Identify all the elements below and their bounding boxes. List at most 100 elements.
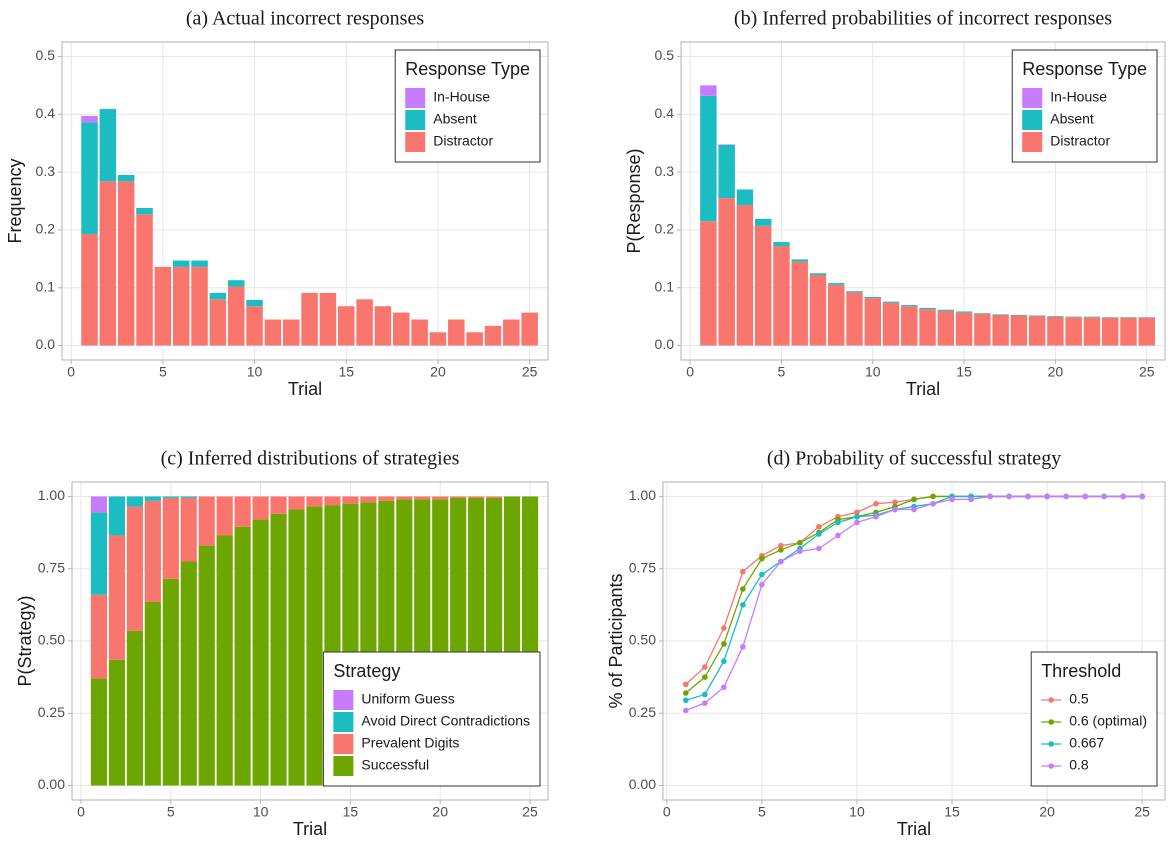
point [854, 519, 860, 526]
bar-segment [718, 144, 735, 199]
plot-border [662, 481, 1166, 801]
y-tick-label: 0.2 [36, 221, 56, 237]
legend-box [322, 651, 541, 787]
bar-segment [754, 225, 772, 346]
panel-title: (b) Inferred probabilities of incorrect … [734, 8, 1112, 30]
bar-segment [198, 496, 215, 546]
point [721, 641, 727, 647]
bar-segment [846, 291, 863, 293]
point [740, 643, 746, 650]
point [778, 542, 784, 549]
bar-segment [1028, 316, 1046, 346]
bar-segment [955, 311, 973, 313]
bar-segment [901, 306, 918, 346]
bar-segment [864, 298, 881, 346]
bar-segment [393, 312, 410, 346]
legend-label: Uniform Guess [361, 691, 454, 707]
x-axis-title: Trial [288, 379, 322, 399]
point [873, 513, 879, 520]
bar-segment [144, 601, 161, 786]
point [1101, 493, 1107, 500]
x-tick-label: 10 [849, 804, 865, 820]
x-tick-label: 0 [686, 364, 694, 380]
bar-segment [718, 198, 735, 346]
bar-segment [919, 307, 936, 310]
legend-title: Response Type [405, 59, 530, 79]
bar-segment [992, 314, 1009, 315]
legend-key [405, 110, 426, 130]
x-tick-label: 20 [430, 364, 446, 380]
x-tick-label: 5 [167, 804, 175, 820]
bar-segment [319, 292, 337, 346]
y-tick-label: 0.4 [655, 105, 675, 121]
bar-segment [264, 319, 282, 346]
bar-segment [90, 594, 108, 679]
bar-segment [209, 299, 227, 346]
bar-segment [1101, 317, 1119, 318]
bar-segment [81, 122, 98, 234]
x-tick-label: 25 [522, 364, 538, 380]
bar-segment [521, 312, 538, 346]
legend-label: 0.8 [1069, 757, 1089, 773]
point [1044, 493, 1050, 500]
bar-segment [338, 306, 355, 346]
bar-segment [252, 496, 269, 520]
y-tick-label: 0.50 [38, 632, 65, 648]
bar-segment [468, 496, 485, 498]
bar-segment [342, 496, 359, 504]
point [797, 539, 803, 546]
panel: (d) Probability of successful strategy Tr… [606, 448, 1166, 839]
point [987, 493, 993, 500]
legend-label: Distractor [433, 133, 493, 149]
bar-segment [864, 296, 881, 299]
y-tick-label: 0.25 [629, 704, 656, 720]
bar-segment [448, 319, 465, 346]
bar-segment [503, 319, 520, 346]
bar-segment [108, 535, 125, 660]
legend-title: Threshold [1041, 661, 1121, 681]
bar-segment [117, 174, 135, 182]
bar-segment [90, 678, 108, 786]
panel: (a) Actual incorrect responses Trial Frequ… [5, 8, 549, 399]
y-axis-title: Frequency [5, 158, 25, 243]
point [816, 545, 822, 552]
y-tick-label: 0.0 [36, 336, 56, 352]
bar-segment [180, 497, 197, 562]
bar-segment [1120, 317, 1137, 318]
plot-border [61, 41, 549, 361]
plot-border [71, 481, 549, 801]
bar-segment [227, 280, 245, 287]
bar-segment [126, 506, 143, 631]
point [1006, 493, 1012, 500]
y-tick-label: 0.0 [655, 336, 675, 352]
point [702, 700, 708, 706]
y-tick-label: 0.75 [629, 559, 656, 575]
bar-segment [227, 286, 245, 346]
point [740, 568, 746, 575]
bar-segment [882, 302, 900, 346]
bar-segment [324, 496, 341, 506]
point [759, 555, 765, 562]
bar-segment [791, 259, 808, 262]
bar-segment [144, 496, 161, 501]
point [721, 684, 727, 691]
bar-segment [484, 325, 502, 346]
legend: Response Type In-House Absent Distractor [394, 49, 541, 163]
point [911, 506, 917, 513]
bar-segment [209, 292, 227, 300]
point [854, 513, 860, 520]
point [1139, 493, 1145, 500]
legend: Response Type In-House Absent Distractor [1011, 49, 1158, 163]
bar-segment [246, 299, 263, 307]
panel-title: (a) Actual incorrect responses [186, 8, 424, 30]
point [1063, 493, 1069, 500]
legend-key [333, 756, 354, 776]
bar-segment [937, 309, 955, 311]
bar-segment [144, 500, 161, 602]
point [702, 691, 708, 698]
bar-segment [429, 332, 447, 346]
point [1120, 493, 1126, 500]
bar-segment [919, 309, 936, 346]
